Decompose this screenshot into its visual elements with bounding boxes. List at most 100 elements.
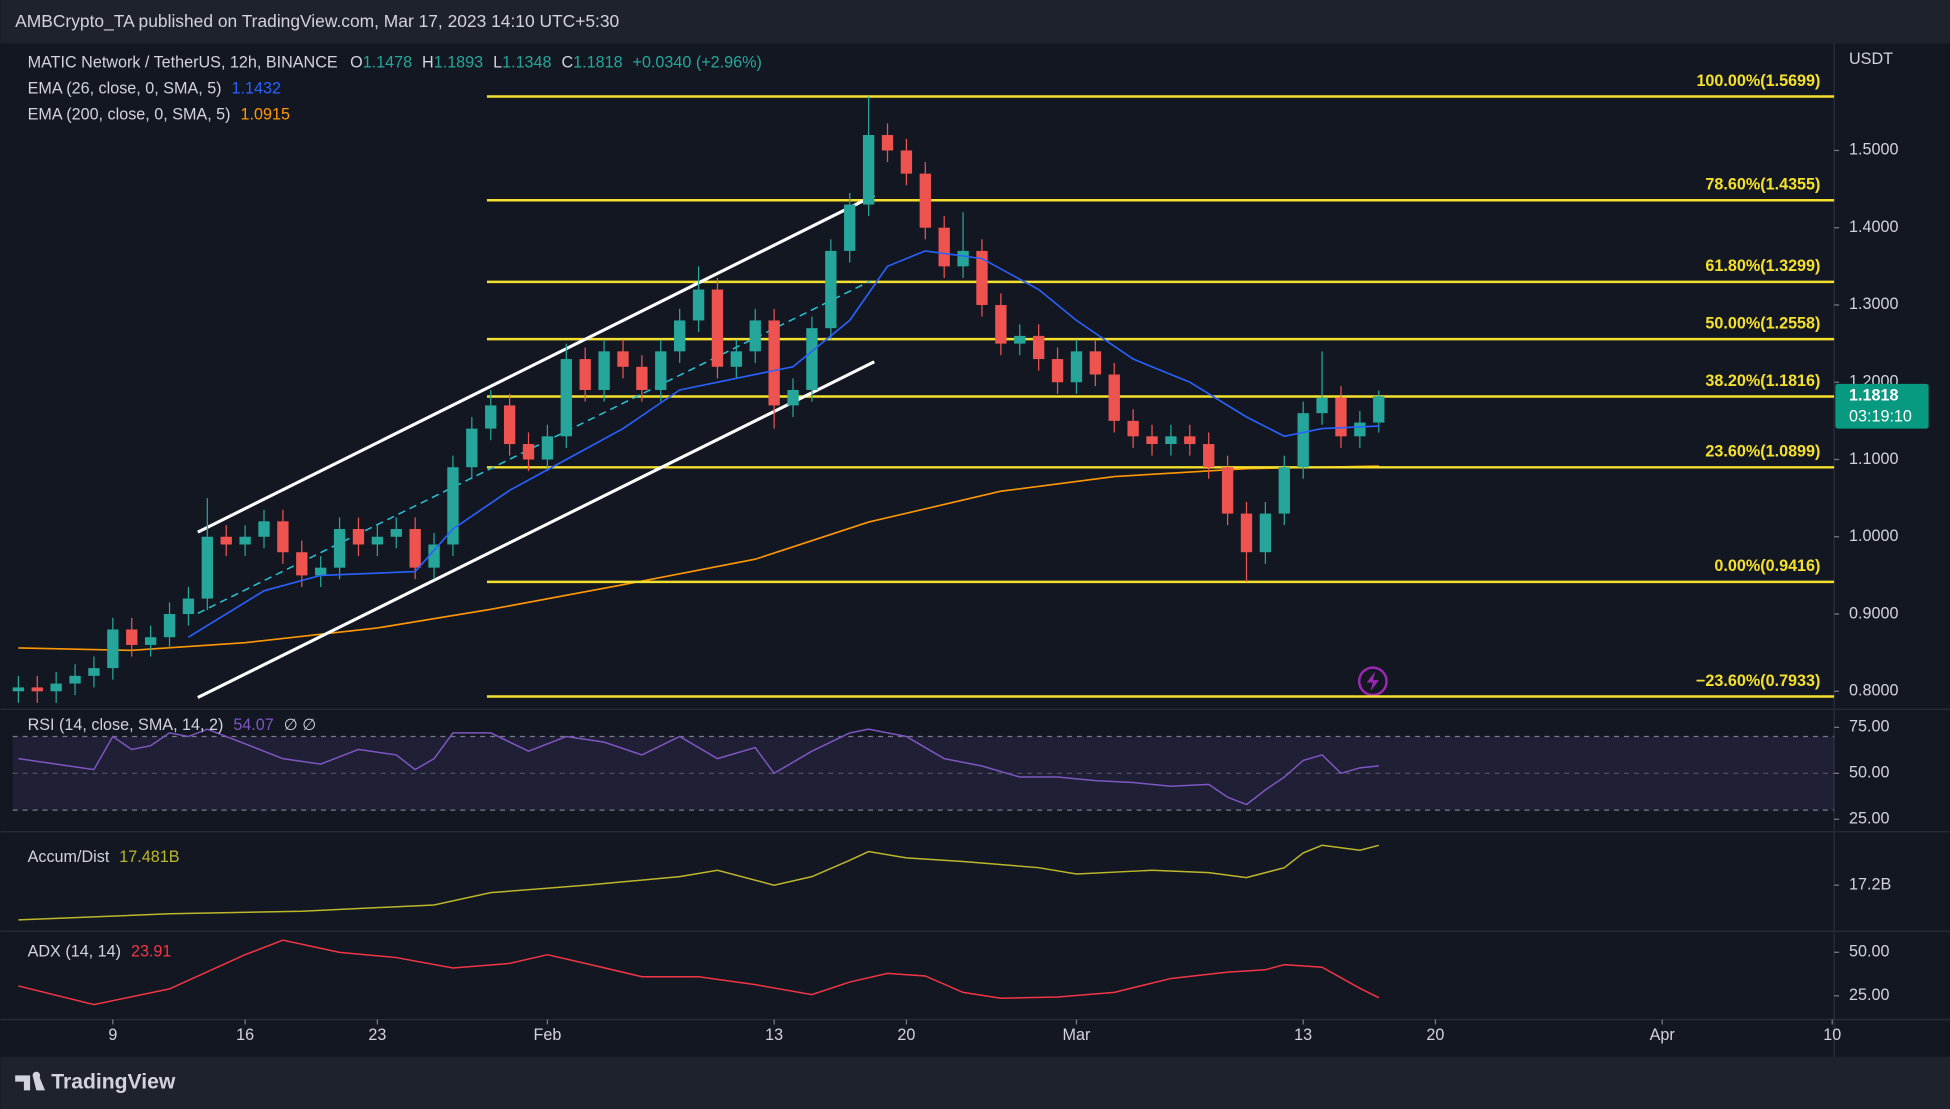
candle-body (333, 529, 346, 568)
legend-indicator: RSI (14, close, SMA, 14, 2) 54.07 ∅ ∅ (28, 716, 317, 734)
candle-body (560, 359, 572, 437)
candle-body (692, 289, 705, 321)
candle-body (126, 629, 138, 645)
indicator-value: 54.07 (233, 716, 273, 734)
change-value: +0.0340 (+2.96%) (633, 54, 762, 72)
candle-body (1184, 436, 1196, 445)
candle-body (201, 536, 213, 599)
alert-icon[interactable] (1357, 666, 1388, 697)
tv-logo[interactable] (15, 1071, 46, 1091)
ohlc-label: L (493, 54, 502, 72)
fib-label: 50.00%(1.2558) (1705, 314, 1820, 332)
candle-body (1032, 335, 1045, 360)
candle-body (239, 536, 251, 545)
candle-body (995, 304, 1007, 344)
candle-body (636, 366, 648, 390)
candle-body (371, 536, 384, 545)
candle-body (1108, 374, 1120, 421)
candle-body (730, 351, 743, 367)
candle-body (749, 320, 761, 352)
symbol-title: MATIC Network / TetherUS, 12h, BINANCE (28, 54, 338, 72)
candle-body (1221, 467, 1234, 514)
x-tick-label: 20 (897, 1026, 915, 1044)
fib-label: −23.60%(0.7933) (1696, 672, 1820, 690)
indicator-title: ADX (14, 14) (28, 943, 121, 961)
legend-name: EMA (200, close, 0, SMA, 5) (28, 106, 231, 124)
legend-ema: EMA (200, close, 0, SMA, 5) 1.0915 (28, 106, 290, 124)
legend-value: 1.0915 (241, 106, 290, 124)
candle-body (900, 150, 913, 174)
candle-body (1335, 397, 1347, 437)
x-tick-label: Mar (1063, 1026, 1091, 1044)
candle-body (598, 351, 610, 390)
y-tick-label: 1.5000 (1849, 141, 1898, 159)
candle-body (1240, 513, 1253, 553)
trend-line (197, 193, 875, 534)
candle-body (1297, 413, 1309, 468)
candle-body (1278, 467, 1290, 514)
candle-body (881, 135, 894, 151)
x-tick-label: 13 (1294, 1026, 1312, 1044)
y-tick-label: 50.00 (1849, 764, 1889, 782)
ohlc-label: H (422, 54, 434, 72)
ohlc-value: 1.1348 (502, 54, 551, 72)
brand-name[interactable]: TradingView (51, 1070, 176, 1093)
candle-body (1051, 359, 1064, 383)
candle-body (938, 227, 950, 267)
legend-indicator: ADX (14, 14) 23.91 (28, 943, 172, 961)
x-tick-label: 9 (108, 1026, 117, 1044)
legend-ema: EMA (26, close, 0, SMA, 5) 1.1432 (28, 80, 281, 98)
candle-body (825, 250, 837, 329)
fib-label: 78.60%(1.4355) (1705, 176, 1820, 194)
candle-body (806, 328, 818, 390)
ohlc-value: 1.1818 (573, 54, 622, 72)
candle-body (220, 536, 232, 545)
candle-body (277, 521, 289, 553)
axis-unit: USDT (1849, 50, 1893, 68)
legend-value: 1.1432 (232, 80, 281, 98)
x-tick-label: Feb (533, 1026, 561, 1044)
y-tick-label: 75.00 (1849, 718, 1889, 736)
indicator-value: 23.91 (131, 943, 171, 961)
alert-circle[interactable] (1357, 666, 1388, 697)
candle-body (862, 135, 875, 205)
fib-label: 38.20%(1.1816) (1705, 372, 1820, 390)
indicator-flags: ∅ ∅ (284, 716, 317, 734)
y-tick-label: 1.4000 (1849, 218, 1898, 236)
y-tick-label: 1.0000 (1849, 527, 1898, 545)
candle-body (296, 552, 308, 576)
y-tick-label: 25.00 (1849, 986, 1889, 1004)
legend-indicator: Accum/Dist 17.481B (28, 848, 180, 866)
candle-body (428, 544, 440, 568)
indicator-value: 17.481B (119, 848, 179, 866)
y-tick-label: 17.2B (1849, 875, 1891, 893)
y-tick-label: 25.00 (1849, 810, 1889, 828)
candle-body (957, 250, 969, 267)
rsi-band (12, 736, 1835, 811)
candle-body (447, 467, 459, 545)
candle-body (390, 529, 402, 537)
candle-body (315, 567, 327, 576)
header-bar (0, 0, 1950, 44)
candle-body (1165, 436, 1177, 445)
candle-body (1316, 397, 1328, 414)
x-tick-label: 20 (1426, 1026, 1444, 1044)
candle-body (352, 529, 365, 545)
tv-logo-mark[interactable] (15, 1071, 46, 1091)
candle-body (1070, 351, 1083, 383)
candle-body (107, 629, 119, 669)
candle-body (579, 359, 591, 390)
candle-body (976, 250, 988, 305)
x-tick-label: 10 (1823, 1026, 1841, 1044)
candle-body (466, 428, 478, 468)
trend-line (197, 360, 875, 699)
alert-bolt[interactable] (1366, 671, 1380, 692)
candle-body (31, 687, 43, 692)
candle-body (844, 204, 856, 251)
y-tick-label: 0.9000 (1849, 604, 1898, 622)
legend-main: MATIC Network / TetherUS, 12h, BINANCE O1… (28, 54, 762, 72)
candle-body (711, 289, 724, 367)
ohlc-value: 1.1478 (363, 54, 412, 72)
